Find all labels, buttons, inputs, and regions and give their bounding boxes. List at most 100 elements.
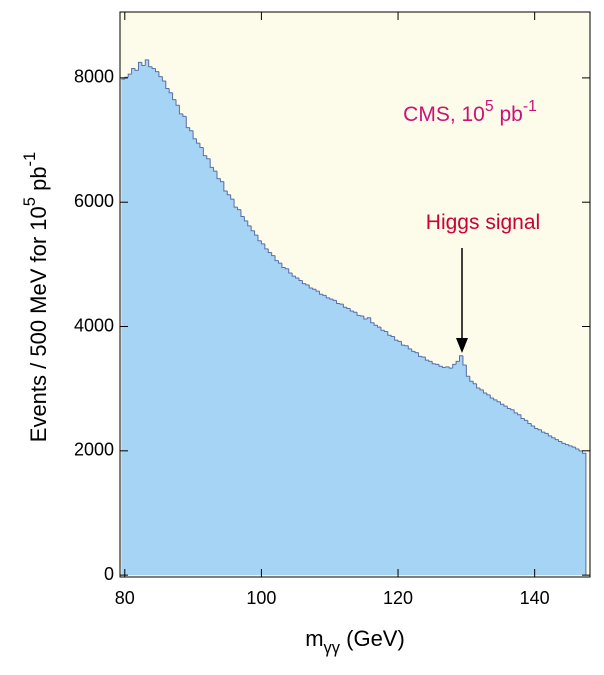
bar xyxy=(517,414,522,576)
bar xyxy=(360,315,365,576)
bar xyxy=(312,289,317,576)
bar xyxy=(220,181,225,576)
bar xyxy=(507,408,512,576)
bar-edge xyxy=(575,447,580,450)
bar xyxy=(531,425,536,576)
bar xyxy=(121,79,126,576)
bar-edge xyxy=(192,130,197,140)
bar xyxy=(418,356,423,576)
bar xyxy=(459,355,464,576)
bar xyxy=(544,433,549,576)
bar-edge xyxy=(411,348,416,352)
bar-edge xyxy=(366,317,371,320)
bar xyxy=(439,366,443,576)
y-tick-label: 4000 xyxy=(74,315,114,335)
plot-frame xyxy=(119,11,591,578)
bar xyxy=(295,278,300,576)
bar-edge xyxy=(370,317,375,324)
bar xyxy=(336,303,341,576)
bar xyxy=(493,399,498,576)
bar-edge xyxy=(387,331,392,336)
bar xyxy=(206,158,211,576)
bar-edge xyxy=(373,322,378,326)
bar xyxy=(408,348,413,576)
bar-edge xyxy=(568,444,573,447)
bar-edge xyxy=(424,356,429,361)
bar xyxy=(305,284,310,576)
bar xyxy=(230,199,235,576)
bar-edge xyxy=(288,268,293,274)
bar xyxy=(391,336,396,576)
bar-edge xyxy=(404,345,409,347)
bar-edge xyxy=(223,181,228,192)
bar xyxy=(223,191,228,576)
bar xyxy=(377,327,382,576)
bar xyxy=(456,361,460,576)
bar xyxy=(264,248,269,576)
bar xyxy=(162,80,167,576)
bar xyxy=(343,307,348,576)
bar-edge xyxy=(380,327,385,331)
bar xyxy=(176,105,180,576)
bar-edge xyxy=(346,307,351,309)
bar xyxy=(234,207,238,576)
bar xyxy=(319,294,324,576)
bar-edge xyxy=(295,276,299,279)
bar-edge xyxy=(418,352,422,357)
bar-edge xyxy=(500,401,504,405)
bar xyxy=(244,220,249,576)
bar-edge xyxy=(544,432,549,434)
bar-edge xyxy=(476,383,481,389)
bar-edge xyxy=(482,389,487,394)
bar-edge xyxy=(271,252,276,257)
bar xyxy=(575,448,580,576)
bar xyxy=(579,450,583,576)
annotation-part: -1 xyxy=(523,98,537,115)
bar xyxy=(568,445,573,576)
bar-edge xyxy=(127,73,132,78)
bar-edge xyxy=(359,315,364,317)
bar-edge xyxy=(537,428,542,431)
bar-edge xyxy=(165,80,170,89)
bar xyxy=(213,171,218,576)
bar-edge xyxy=(219,178,224,183)
bar-edge xyxy=(377,325,381,328)
bar xyxy=(387,335,392,576)
bar xyxy=(148,66,153,576)
bar-edge xyxy=(277,260,282,264)
bar xyxy=(565,444,570,576)
y-tick-label: 2000 xyxy=(74,440,114,460)
bar-edge xyxy=(185,116,190,129)
bar xyxy=(421,356,426,576)
histogram xyxy=(121,59,587,576)
bar xyxy=(298,280,303,576)
x-axis-label-part: (GeV) xyxy=(340,626,405,651)
bar-edge xyxy=(472,381,477,385)
bar-edge xyxy=(510,408,515,411)
bar xyxy=(357,315,361,576)
y-axis-label-part: pb xyxy=(26,166,51,197)
bar-edge xyxy=(332,299,337,301)
bar-edge xyxy=(479,388,484,391)
x-tick-label: 120 xyxy=(383,588,413,608)
bar xyxy=(333,300,337,576)
bar xyxy=(411,351,416,576)
bar-edge xyxy=(243,216,248,222)
bar xyxy=(582,453,587,576)
bar-edge xyxy=(448,366,453,369)
bar xyxy=(538,429,542,576)
annotation: Higgs signal xyxy=(426,211,540,234)
bar xyxy=(135,70,139,576)
bar-edge xyxy=(172,92,177,101)
bar-edge xyxy=(465,365,470,377)
bar-edge xyxy=(281,263,286,268)
bar-edge xyxy=(312,287,317,290)
y-axis-label: Events / 500 MeV for 105 pb-1 xyxy=(21,152,50,442)
bar xyxy=(275,260,279,576)
bar-edge xyxy=(520,414,525,420)
bar-edge xyxy=(445,366,450,368)
bar xyxy=(138,62,143,576)
bar xyxy=(527,423,532,576)
bar xyxy=(240,216,245,576)
bar xyxy=(237,209,242,576)
